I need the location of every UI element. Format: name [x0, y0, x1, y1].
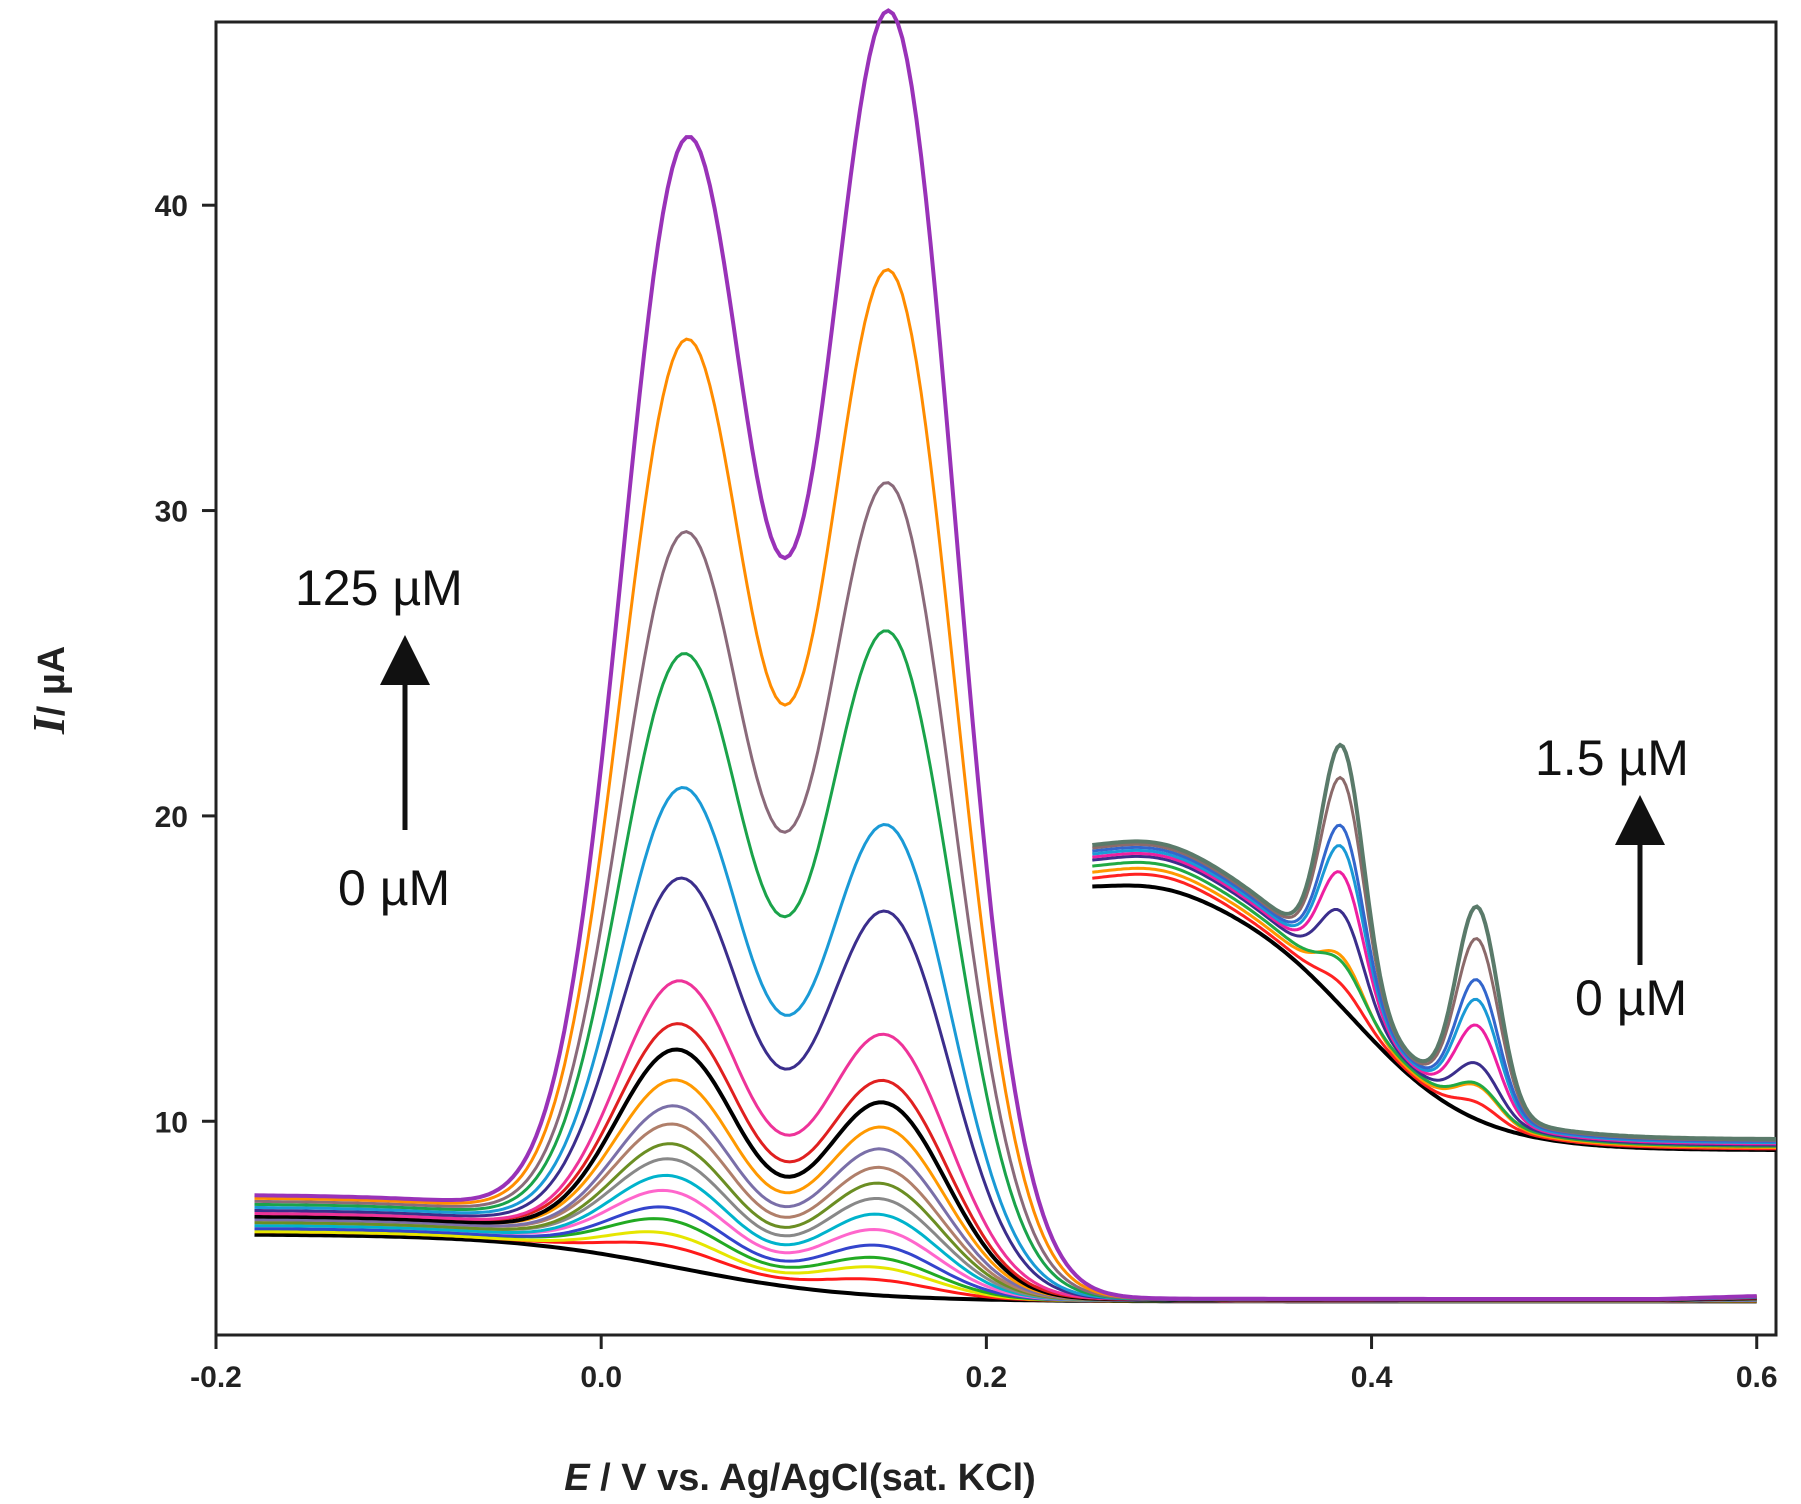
x-axis-rest: / V vs. Ag/AgCl(sat. KCl)	[590, 1457, 1036, 1499]
x-axis-var: E	[564, 1457, 591, 1499]
inset-curves	[1092, 742, 1777, 1152]
y-axis-title: I/ µA	[23, 646, 74, 735]
plot-frame	[214, 20, 1778, 1337]
x-tick-label: 0.2	[966, 1361, 1008, 1394]
x-tick-label: 0.4	[1351, 1361, 1393, 1394]
y-tick-label: 30	[155, 496, 188, 529]
x-tick-label: 0.6	[1736, 1361, 1778, 1394]
annotation-inset-top: 1.5 µM	[1535, 730, 1689, 786]
main-series-line	[254, 8, 1757, 1301]
y-axis-var: I	[23, 714, 74, 735]
y-axis-rest: / µA	[31, 646, 73, 716]
y-tick-label: 40	[155, 190, 188, 223]
y-axis-ticks: 10 20 30 40	[155, 190, 216, 1139]
annotation-main-bottom: 0 µM	[338, 860, 450, 916]
inset-series-line	[1092, 742, 1776, 1141]
y-tick-label: 20	[155, 801, 188, 834]
main-curves	[254, 8, 1757, 1304]
x-axis-ticks: -0.2 0.0 0.2 0.4 0.6	[190, 1335, 1778, 1394]
y-tick-label: 10	[155, 1106, 188, 1139]
x-tick-label: 0.0	[580, 1361, 622, 1394]
x-axis-title: E / V vs. Ag/AgCl(sat. KCl)	[564, 1457, 1036, 1499]
annotation-inset-bottom: 0 µM	[1575, 970, 1687, 1026]
x-tick-label: -0.2	[190, 1361, 242, 1394]
main-series-line	[254, 1022, 1757, 1302]
annotation-main-top: 125 µM	[295, 560, 463, 616]
